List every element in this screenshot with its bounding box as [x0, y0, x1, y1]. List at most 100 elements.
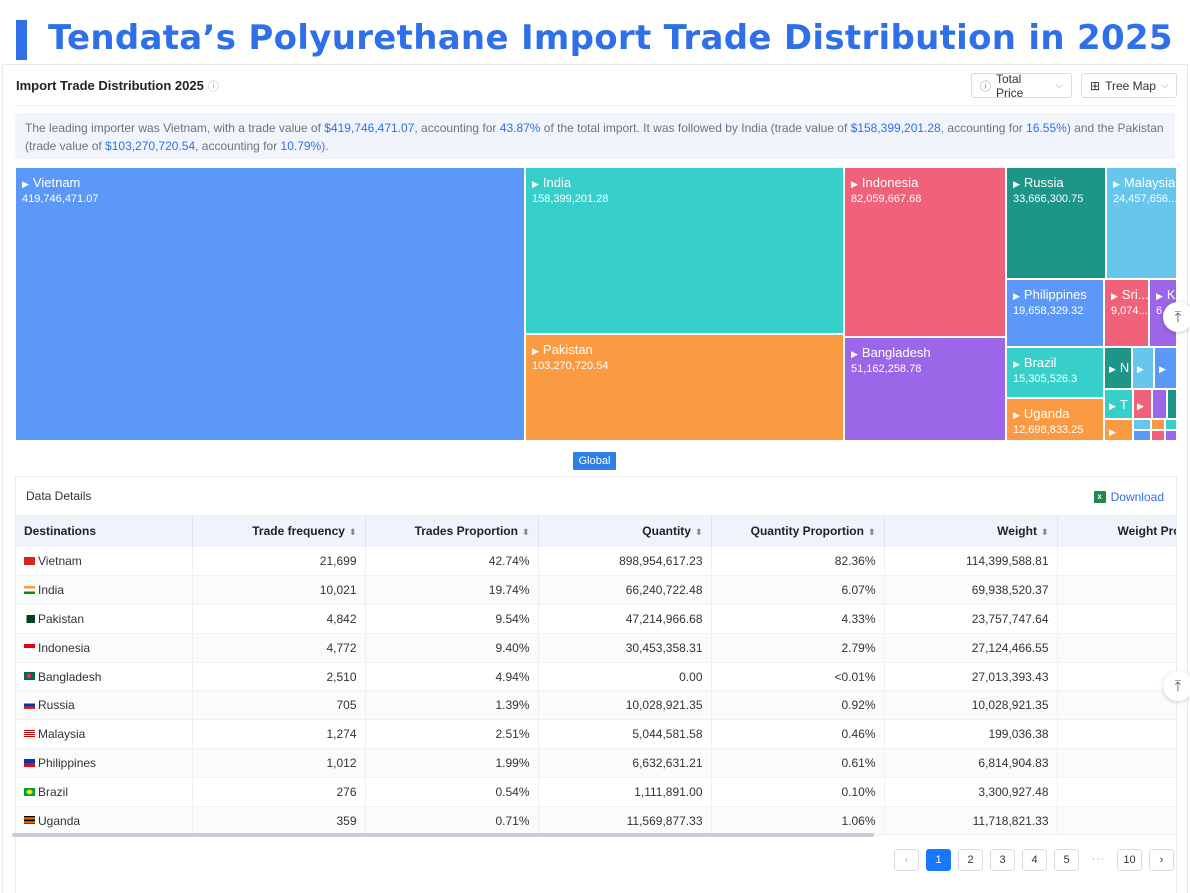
import-distribution-panel: Import Trade Distribution 2025 ⓘ ⓘ Total … [2, 64, 1188, 893]
table-row[interactable]: Indonesia 4,772 9.40% 30,453,358.31 2.79% 27,… [16, 633, 1176, 663]
sort-icon[interactable]: ⬍ [694, 527, 703, 537]
treemap-tile-small[interactable] [1151, 419, 1165, 430]
treemap-tile-indonesia[interactable]: ▶ Indonesia 82,059,667.68 [844, 167, 1006, 337]
treemap-tile-vietnam[interactable]: ▶ Vietnam 419,746,471.07 [15, 167, 525, 441]
download-button[interactable]: x Download [1093, 490, 1164, 504]
col-trade-frequency[interactable]: Trade frequency ⬍ [192, 515, 366, 547]
horizontal-scrollbar[interactable] [12, 833, 874, 837]
pager-page-1[interactable]: 1 [926, 849, 951, 871]
treemap-tile-bangladesh[interactable]: ▶ Bangladesh 51,162,258.78 [844, 337, 1006, 441]
destination-cell: Bangladesh [16, 662, 193, 692]
col-quantity-proportion[interactable]: Quantity Proportion ⬍ [711, 515, 885, 547]
treemap-tile-russia[interactable]: ▶ Russia 33,666,300.75 [1006, 167, 1106, 279]
tile-value: 19,658,329.32 [1013, 305, 1084, 317]
data-cell: 6,632,631.21 [538, 748, 712, 778]
price-metric-select[interactable]: ⓘ Total Price ⌵ [971, 72, 1072, 100]
treemap-tile-sri-lanka[interactable]: ▶ Sri... 9,074... [1104, 279, 1149, 347]
col-weight[interactable]: Weight ⬍ [884, 515, 1058, 547]
pager-page-2[interactable]: 2 [958, 849, 983, 871]
table-row[interactable]: Pakistan 4,842 9.54% 47,214,966.68 4.33% 23,7… [16, 604, 1176, 634]
table-row[interactable]: Malaysia 1,274 2.51% 5,044,581.58 0.46% 199,0… [16, 719, 1176, 750]
chart-type-select[interactable]: ⊞ Tree Map ⌵ [1081, 73, 1177, 98]
tile-label: ▶ Malaysia [1113, 175, 1176, 190]
tile-label: ▶ Philippines [1013, 287, 1087, 302]
data-cell: 47,214,966.68 [538, 604, 712, 634]
pager-ellipsis[interactable]: ··· [1086, 849, 1111, 871]
table-row[interactable]: Bangladesh 2,510 4.94% 0.00 <0.01% 27,013,393… [16, 662, 1176, 692]
tile-name: Uganda [1023, 406, 1070, 421]
data-cell: 4.33% [711, 604, 885, 634]
pager-page-10[interactable]: 10 [1117, 849, 1142, 871]
tile-name: Russia [1023, 175, 1064, 190]
data-cell [1057, 547, 1176, 577]
data-cell [1057, 806, 1176, 836]
data-details-section: Data Details x Download Destinations Tra… [15, 476, 1177, 893]
sort-icon[interactable]: ⬍ [348, 527, 357, 537]
treemap-tile-philippines[interactable]: ▶ Philippines 19,658,329.32 [1006, 279, 1104, 347]
data-cell: 1.99% [365, 748, 539, 778]
data-cell [1057, 777, 1176, 807]
table-row[interactable]: Uganda 359 0.71% 11,569,877.33 1.06% 11,718,8… [16, 806, 1176, 836]
data-cell: 10,028,921.35 [884, 690, 1058, 721]
data-cell: 10,021 [192, 575, 366, 606]
treemap-tile-small[interactable]: ▶ [1154, 347, 1177, 389]
treemap-tile-small[interactable] [1152, 389, 1167, 419]
treemap-tile-small[interactable] [1133, 419, 1151, 430]
pager-page-4[interactable]: 4 [1022, 849, 1047, 871]
table-row[interactable]: Philippines 1,012 1.99% 6,632,631.21 0.61% 6,… [16, 748, 1176, 778]
flag-icon [24, 614, 35, 623]
treemap-tile-n[interactable]: ▶ N [1104, 347, 1132, 389]
summary-value: $158,399,201.28 [850, 121, 941, 135]
data-cell [1057, 690, 1176, 721]
sort-icon[interactable]: ⬍ [521, 527, 530, 537]
treemap-tile-small[interactable] [1151, 430, 1165, 441]
col-weight-proportion[interactable]: Weight Prop [1057, 515, 1176, 547]
treemap-tile-small[interactable]: ▶ [1104, 419, 1133, 441]
pager-page-5[interactable]: 5 [1054, 849, 1079, 871]
pager-page-3[interactable]: 3 [990, 849, 1015, 871]
treemap-tile-brazil[interactable]: ▶ Brazil 15,305,526.3 [1006, 347, 1104, 398]
table-row[interactable]: Vietnam 21,699 42.74% 898,954,617.23 82.36% 1… [16, 547, 1176, 577]
info-icon[interactable]: ⓘ [207, 81, 219, 93]
arrow-up-icon: ⤒ [1174, 677, 1182, 695]
tile-value: 9,074... [1111, 305, 1148, 317]
table-row[interactable]: India 10,021 19.74% 66,240,722.48 6.07% 69,93… [16, 575, 1176, 606]
treemap-tile-small[interactable] [1165, 419, 1177, 430]
table-row[interactable]: Brazil 276 0.54% 1,111,891.00 0.10% 3,300,927… [16, 777, 1176, 807]
sort-icon[interactable]: ⬍ [867, 527, 876, 537]
data-cell: 2.79% [711, 633, 885, 663]
pager-next-button[interactable]: › [1149, 849, 1174, 871]
data-cell: 0.92% [711, 690, 885, 721]
sort-icon[interactable]: ⬍ [1040, 527, 1049, 537]
treemap-tile-india[interactable]: ▶ India 158,399,201.28 [525, 167, 844, 334]
treemap-root-breadcrumb[interactable]: Global [573, 452, 616, 470]
table-row[interactable]: Russia 705 1.39% 10,028,921.35 0.92% 10,028,9… [16, 690, 1176, 721]
flag-icon [24, 701, 35, 710]
pager-prev-button[interactable]: ‹ [894, 849, 919, 871]
tile-arrow: ▶ [1109, 427, 1116, 437]
treemap-tile-small[interactable] [1165, 430, 1177, 441]
treemap-tile-pakistan[interactable]: ▶ Pakistan 103,270,720.54 [525, 334, 844, 441]
treemap-tile-malaysia[interactable]: ▶ Malaysia 24,457,656.... [1106, 167, 1177, 279]
treemap-tile-uganda[interactable]: ▶ Uganda 12,698,833.25 [1006, 398, 1104, 441]
data-cell: 27,124,466.55 [884, 633, 1058, 663]
treemap-tile-small[interactable]: ▶ [1132, 347, 1154, 389]
tile-name: Bangladesh [861, 345, 931, 360]
treemap-tile-small[interactable] [1167, 389, 1177, 419]
data-cell: 1.06% [711, 806, 885, 836]
treemap-tile-small[interactable]: ▶ [1133, 389, 1152, 419]
treemap-tile-small[interactable] [1133, 430, 1151, 441]
summary-part: , accounting for [195, 139, 281, 153]
data-table: Destinations Trade frequency ⬍ Trades Pro… [16, 515, 1176, 836]
chevron-down-icon: ⌵ [1160, 80, 1168, 90]
back-to-top-button[interactable]: ⤒ [1163, 671, 1190, 701]
col-quantity[interactable]: Quantity ⬍ [538, 515, 712, 547]
back-to-top-button[interactable]: ⤒ [1163, 302, 1190, 332]
tile-label: ▶ Russia [1013, 175, 1064, 190]
chevron-down-icon: ⌵ [1056, 80, 1063, 90]
col-destinations[interactable]: Destinations [16, 515, 193, 547]
treemap-tile-t[interactable]: ▶ T [1104, 389, 1133, 419]
data-cell: 23,757,747.64 [884, 604, 1058, 634]
data-table-viewport: Destinations Trade frequency ⬍ Trades Pro… [16, 515, 1176, 836]
col-trades-proportion[interactable]: Trades Proportion ⬍ [365, 515, 539, 547]
